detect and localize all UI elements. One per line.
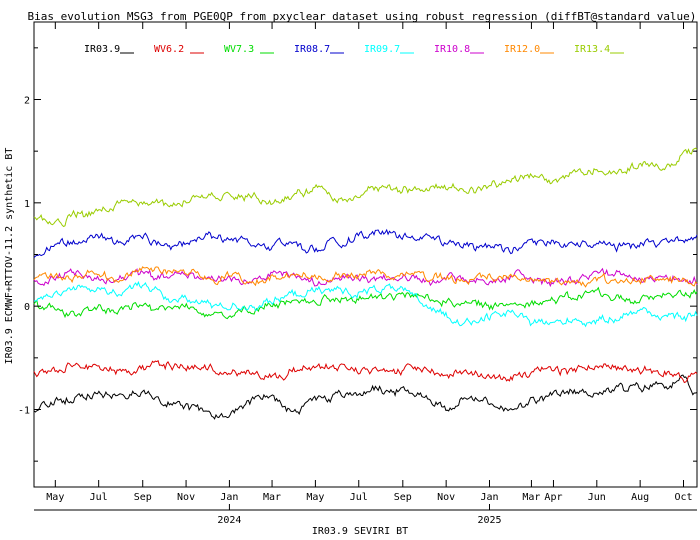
x-tick-label: Mar [522,492,540,503]
series-layer [33,147,698,420]
x-tick-label: Jan [220,492,238,503]
year-tick-label: 2025 [477,515,501,526]
plot-frame [33,21,698,488]
legend-label: WV6.2 [154,44,184,55]
y-tick-label: 0 [24,302,30,313]
legend-label: IR09.7 [364,44,400,55]
x-tick-label: Jun [588,492,606,503]
x-tick-label: Jan [480,492,498,503]
x-tick-label: Nov [437,492,455,503]
series-line-ir039 [33,374,698,420]
x-tick-label: Oct [674,492,692,503]
series-line-ir087 [33,228,698,259]
x-tick-label: Jul [350,492,368,503]
y-tick-label: 1 [24,199,30,210]
legend-label: IR08.7 [294,44,330,55]
legend-label: IR10.8 [434,44,470,55]
y-axis-label: IR03.9 ECMWF+RTTOV-11.2 synthetic BT [4,148,15,365]
series-line-ir134 [33,147,698,228]
year-tick-label: 2024 [217,515,241,526]
legend-label: WV7.3 [224,44,254,55]
legend: IR03.9 WV6.2 WV7.3 IR08.7 IR09.7 IR10.8 IR12.0… [84,44,624,55]
y-axis: -1 0 1 2 [18,47,697,462]
x-tick-label: Sep [134,492,152,503]
legend-label: IR12.0 [504,44,540,55]
y-tick-label: -1 [18,406,30,417]
x-axis: May Jul Sep Nov Jan Mar May Jul Sep Nov Jan Mar Apr J… [46,22,693,503]
x-tick-label: Jul [90,492,108,503]
series-line-ir120 [33,266,698,288]
x-tick-label: Mar [263,492,281,503]
x-tick-label: Apr [544,492,562,503]
legend-label: IR03.9 [84,44,120,55]
x-tick-label: Nov [177,492,195,503]
series-line-wv62 [33,360,698,384]
chart-title: Bias evolution MSG3 from PGE0QP from pxy… [28,10,697,23]
x-tick-label: May [306,492,324,503]
series-line-wv73 [33,286,698,320]
y-tick-label: 2 [24,96,30,107]
year-axis: 2024 2025 [217,504,502,526]
series-line-ir097 [33,280,698,328]
x-tick-label: May [46,492,64,503]
legend-label: IR13.4 [574,44,610,55]
x-tick-label: Sep [394,492,412,503]
x-tick-label: Aug [631,492,649,503]
x-axis-label: IR03.9 SEVIRI BT [312,526,408,537]
